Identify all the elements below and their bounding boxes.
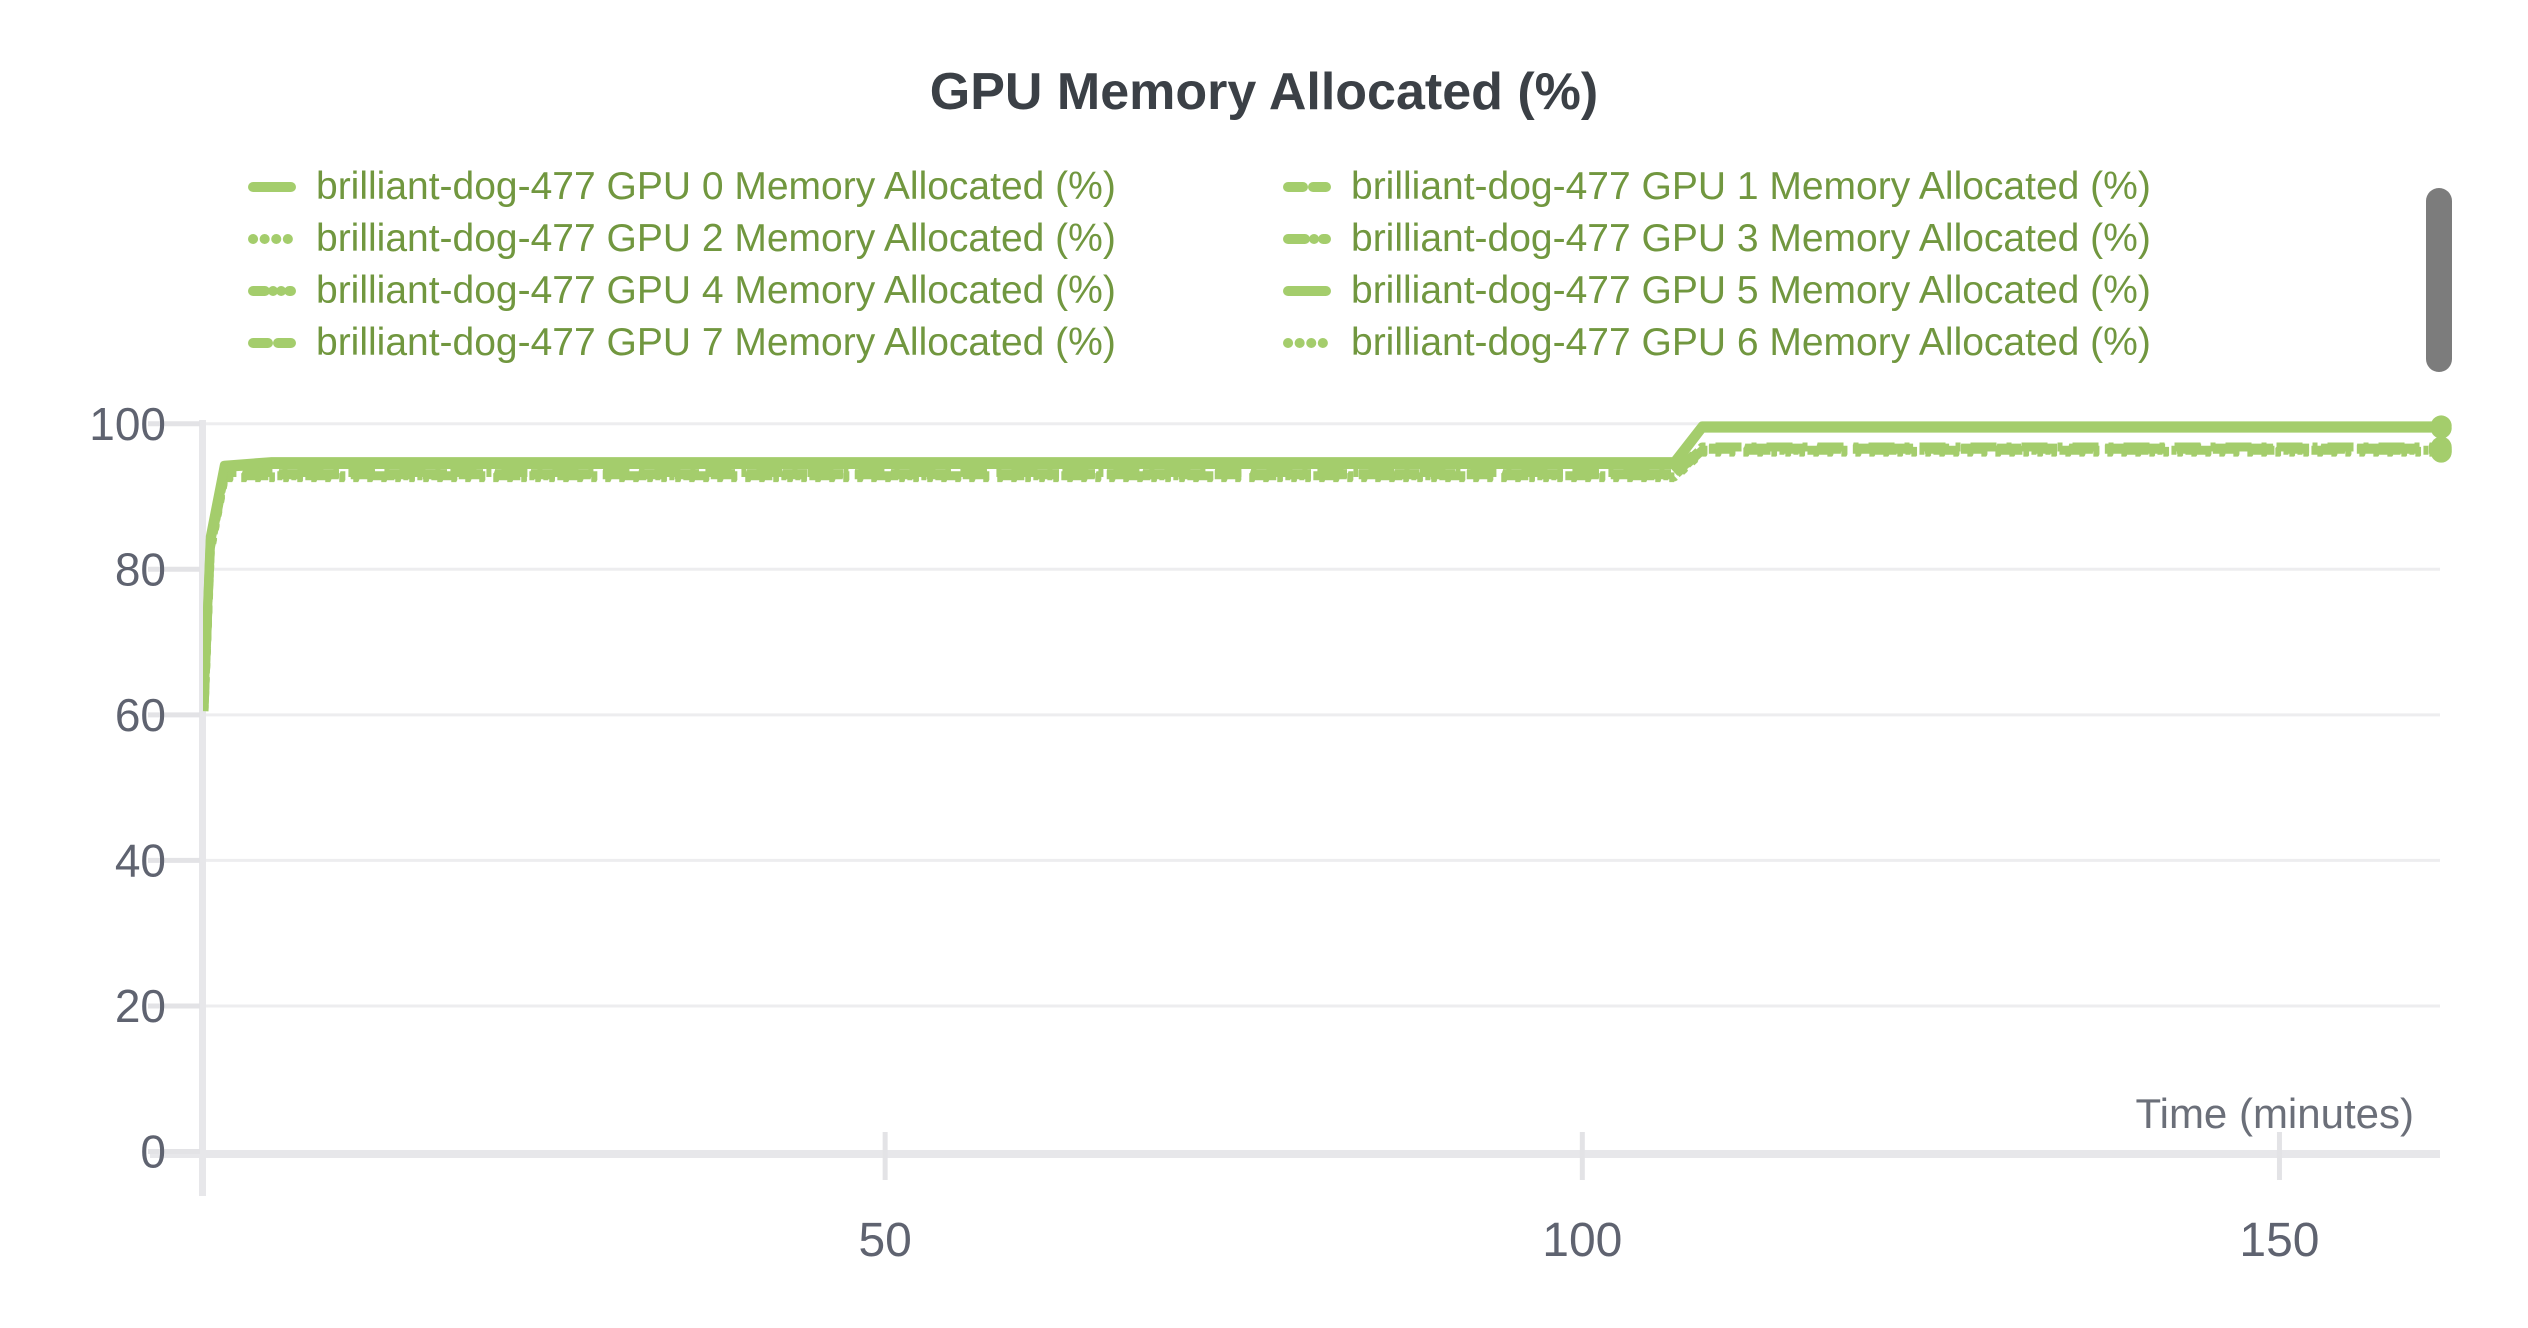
y-tick-label-100: 100 <box>89 398 166 450</box>
series-line-gpu-4 <box>203 445 2442 709</box>
y-tick-label-80: 80 <box>115 543 166 595</box>
chart-legend: brilliant-dog-477 GPU 0 Memory Allocated… <box>248 165 2151 364</box>
legend-label: brilliant-dog-477 GPU 7 Memory Allocated… <box>316 321 1116 364</box>
legend-line-solid-icon <box>248 182 296 192</box>
legend-item-gpu-5[interactable]: brilliant-dog-477 GPU 5 Memory Allocated… <box>1283 269 2151 312</box>
legend-line-dashdotdot-icon <box>248 286 296 296</box>
y-tick-label-40: 40 <box>115 834 166 886</box>
legend-line-dashed-icon <box>248 338 296 348</box>
scrollbar-thumb[interactable] <box>2426 188 2452 372</box>
legend-item-gpu-1[interactable]: brilliant-dog-477 GPU 1 Memory Allocated… <box>1283 165 2151 208</box>
series-line-gpu-0 <box>203 421 2442 697</box>
series-line-gpu-1 <box>203 443 2442 706</box>
x-tick-label-150: 150 <box>2239 1214 2319 1267</box>
legend-label: brilliant-dog-477 GPU 4 Memory Allocated… <box>316 269 1116 312</box>
legend-line-solid-icon <box>1283 286 1331 296</box>
legend-item-gpu-7[interactable]: brilliant-dog-477 GPU 7 Memory Allocated… <box>248 321 1283 364</box>
series-line-gpu-3 <box>203 442 2442 705</box>
series-line-gpu-7 <box>203 444 2442 707</box>
legend-item-gpu-4[interactable]: brilliant-dog-477 GPU 4 Memory Allocated… <box>248 269 1283 312</box>
x-tick-label-50: 50 <box>858 1214 911 1267</box>
legend-label: brilliant-dog-477 GPU 2 Memory Allocated… <box>316 217 1116 260</box>
x-tick-label-100: 100 <box>1542 1214 1622 1267</box>
legend-item-gpu-3[interactable]: brilliant-dog-477 GPU 3 Memory Allocated… <box>1283 217 2151 260</box>
chart-title: GPU Memory Allocated (%) <box>929 63 1599 121</box>
legend-label: brilliant-dog-477 GPU 5 Memory Allocated… <box>1351 269 2151 312</box>
y-tick-label-60: 60 <box>115 689 166 741</box>
series-line-gpu-5 <box>203 423 2442 701</box>
endpoint-dot-gpu-3 <box>2430 436 2452 458</box>
series-line-gpu-6 <box>203 447 2442 712</box>
y-tick-label-0: 0 <box>140 1126 166 1178</box>
y-tick-label-20: 20 <box>115 980 166 1032</box>
legend-line-dotted-icon <box>248 234 296 244</box>
legend-label: brilliant-dog-477 GPU 0 Memory Allocated… <box>316 165 1116 208</box>
legend-label: brilliant-dog-477 GPU 6 Memory Allocated… <box>1351 321 2151 364</box>
legend-item-gpu-0[interactable]: brilliant-dog-477 GPU 0 Memory Allocated… <box>248 165 1283 208</box>
legend-item-gpu-6[interactable]: brilliant-dog-477 GPU 6 Memory Allocated… <box>1283 321 2151 364</box>
series-line-gpu-2 <box>203 446 2442 710</box>
legend-label: brilliant-dog-477 GPU 1 Memory Allocated… <box>1351 165 2151 208</box>
legend-line-dashdot-icon <box>1283 234 1331 244</box>
legend-label: brilliant-dog-477 GPU 3 Memory Allocated… <box>1351 217 2151 260</box>
x-axis-title: Time (minutes) <box>2136 1090 2414 1137</box>
endpoint-dot-gpu-0 <box>2430 415 2452 437</box>
legend-line-dotted-icon <box>1283 338 1331 348</box>
legend-item-gpu-2[interactable]: brilliant-dog-477 GPU 2 Memory Allocated… <box>248 217 1283 260</box>
legend-line-dashed-icon <box>1283 182 1331 192</box>
